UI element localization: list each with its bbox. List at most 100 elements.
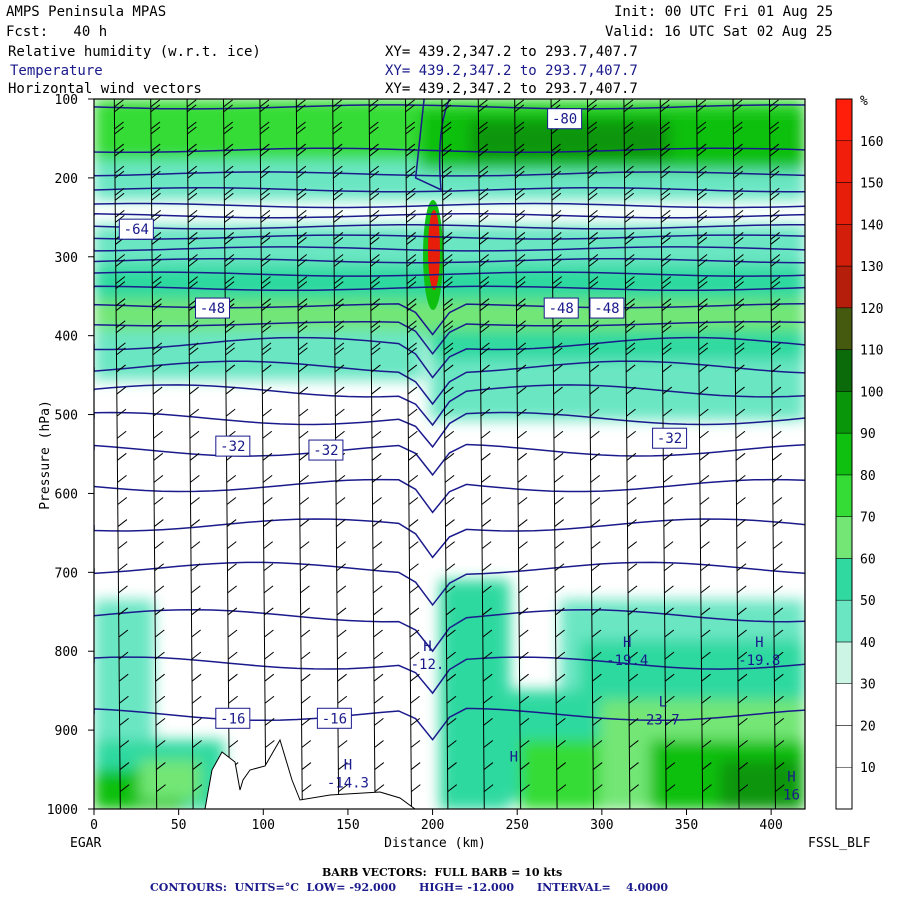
barb-flag bbox=[406, 303, 417, 312]
barb-flag bbox=[665, 784, 676, 793]
barb-flag bbox=[296, 143, 307, 152]
y-tick-label: 300 bbox=[55, 251, 78, 266]
barb-flag bbox=[592, 695, 602, 704]
barb-flag bbox=[370, 303, 381, 312]
barb-flag bbox=[150, 126, 161, 135]
barb-flag bbox=[664, 607, 674, 616]
barb-flag bbox=[665, 695, 675, 704]
barb-flag bbox=[516, 325, 526, 334]
barb-flag bbox=[662, 386, 673, 395]
barb-flag bbox=[119, 740, 130, 748]
barb-flag bbox=[332, 121, 343, 130]
barb-flag bbox=[372, 541, 383, 550]
barb-flag bbox=[517, 430, 527, 439]
barb-flag bbox=[262, 430, 273, 439]
barb-flag bbox=[297, 232, 307, 240]
barb-flag bbox=[736, 585, 747, 594]
barb-flag bbox=[442, 143, 452, 152]
y-axis: 100 200 300 400 500 600 700 800 900 1000 bbox=[47, 93, 94, 818]
barb-flag bbox=[481, 541, 492, 550]
barb-flag bbox=[478, 209, 489, 218]
barb-flag bbox=[151, 187, 161, 196]
barb-flag bbox=[624, 214, 635, 223]
barb-flag bbox=[698, 298, 708, 307]
barb-flag bbox=[223, 143, 234, 152]
barb-flag bbox=[114, 121, 124, 130]
barb-flag bbox=[296, 209, 307, 218]
barb-flag bbox=[187, 121, 197, 130]
barb-flag bbox=[699, 430, 709, 439]
barb-flag bbox=[518, 629, 529, 638]
barb-flag bbox=[590, 541, 601, 550]
barb-flag bbox=[338, 784, 348, 793]
isotherm bbox=[94, 202, 805, 209]
barb-flag bbox=[300, 651, 311, 660]
barb-flag bbox=[444, 386, 454, 395]
barb-flag bbox=[623, 121, 634, 130]
barb-flag bbox=[482, 607, 492, 616]
barb-flag bbox=[733, 143, 743, 152]
barb-flag bbox=[770, 209, 780, 218]
barb-flag bbox=[187, 232, 198, 240]
barb-flag bbox=[626, 430, 637, 439]
barb-flag bbox=[443, 364, 454, 373]
svg-text:-32: -32 bbox=[313, 443, 338, 459]
barb-flag bbox=[629, 740, 639, 748]
extremum-marker: H bbox=[510, 750, 518, 766]
barb-flag bbox=[446, 695, 457, 704]
barb-flag bbox=[192, 740, 202, 748]
barb-flag bbox=[733, 232, 744, 240]
barb-flag bbox=[444, 408, 454, 417]
barb-flag bbox=[555, 629, 565, 638]
barb-flag bbox=[118, 651, 129, 660]
barb-flag bbox=[698, 303, 708, 312]
barb-flag bbox=[442, 237, 453, 245]
barb-flag bbox=[264, 651, 274, 660]
barb-flag bbox=[296, 99, 306, 108]
barb-flag bbox=[191, 673, 202, 682]
barb-flag bbox=[552, 276, 562, 284]
barb-flag bbox=[407, 342, 417, 351]
barb-flag bbox=[481, 475, 491, 483]
barb-flag bbox=[369, 187, 380, 196]
barb-flag bbox=[588, 254, 599, 262]
barb-flag bbox=[223, 165, 234, 174]
barb-flag bbox=[332, 104, 343, 113]
barb-flag bbox=[408, 430, 418, 439]
barb-flag bbox=[736, 563, 747, 572]
barb-flag bbox=[700, 607, 711, 616]
barb-flag bbox=[260, 143, 270, 152]
barb-flag bbox=[696, 99, 707, 108]
barb-flag bbox=[623, 143, 634, 152]
barb-flag bbox=[735, 408, 746, 417]
barb-flag bbox=[478, 192, 489, 201]
barb-flag bbox=[224, 237, 234, 245]
barb-flag bbox=[662, 347, 672, 356]
barb-flag bbox=[445, 519, 455, 527]
barb-flag bbox=[482, 651, 493, 660]
barb-flag bbox=[188, 347, 199, 356]
barb-flag bbox=[187, 143, 197, 152]
barb-flag bbox=[552, 254, 562, 262]
barb-flag bbox=[773, 563, 783, 572]
barb-flag bbox=[114, 148, 125, 157]
barb-flag bbox=[771, 347, 781, 356]
barb-flag bbox=[299, 563, 310, 572]
barb-flag bbox=[480, 408, 491, 417]
barb-flag bbox=[660, 143, 671, 152]
barb-flag bbox=[699, 475, 710, 483]
barb-flag bbox=[299, 519, 310, 527]
barb-flag bbox=[625, 276, 635, 284]
barb-flag bbox=[301, 762, 312, 770]
barb-flag bbox=[518, 607, 529, 616]
colorbar-box bbox=[835, 725, 853, 768]
barb-flag bbox=[697, 281, 708, 289]
barb-flag bbox=[405, 192, 416, 201]
barb-flag bbox=[296, 121, 306, 130]
barb-flag bbox=[587, 165, 598, 174]
barb-flag bbox=[374, 784, 385, 793]
extremum-marker: H bbox=[787, 769, 795, 785]
barb-flag bbox=[261, 303, 271, 312]
barb-flag bbox=[114, 143, 125, 152]
barb-flag bbox=[446, 629, 456, 638]
